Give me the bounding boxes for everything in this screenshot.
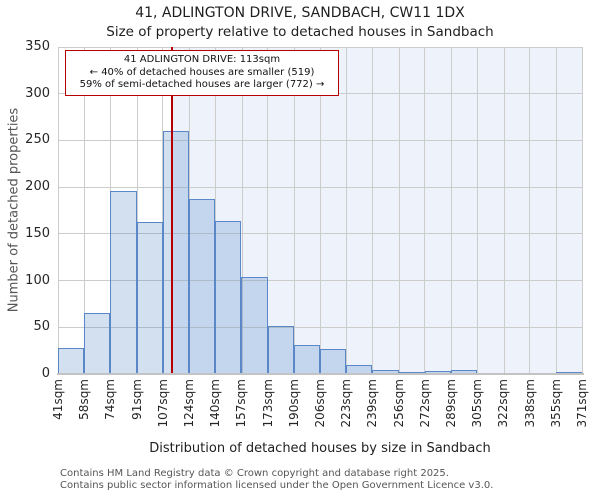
- footer-line-1: Contains HM Land Registry data © Crown c…: [60, 468, 449, 479]
- h-gridline: [58, 139, 582, 141]
- x-tick-label: 256sqm: [391, 379, 406, 428]
- chart-subtitle: Size of property relative to detached ho…: [106, 24, 494, 40]
- histogram-bar: [215, 220, 242, 374]
- x-tick-label: 124sqm: [182, 379, 196, 428]
- x-tick-label: 41sqm: [51, 379, 65, 420]
- x-tick-label: 272sqm: [417, 379, 432, 428]
- histogram-bar: [372, 370, 399, 374]
- v-gridline: [57, 47, 59, 374]
- x-tick-label: 206sqm: [313, 379, 327, 428]
- annotation-line-2: ← 40% of detached houses are smaller (51…: [89, 66, 315, 78]
- y-tick-label: 250: [25, 132, 50, 148]
- v-gridline: [267, 47, 269, 374]
- h-gridline: [58, 280, 582, 282]
- y-tick-label: 50: [33, 319, 50, 335]
- x-tick-label: 322sqm: [496, 379, 511, 428]
- plot-area: [57, 46, 583, 375]
- histogram-bar: [320, 348, 347, 374]
- h-gridline: [58, 186, 582, 188]
- v-gridline: [581, 47, 583, 374]
- histogram-bar: [84, 313, 111, 374]
- annotation-line-1: 41 ADLINGTON DRIVE: 113sqm: [123, 54, 281, 65]
- histogram-bar: [267, 326, 294, 374]
- x-tick-label: 305sqm: [470, 379, 485, 428]
- x-tick-label: 289sqm: [444, 379, 458, 428]
- histogram-bar: [424, 371, 451, 374]
- v-gridline: [476, 47, 478, 374]
- x-axis-label: Distribution of detached houses by size …: [149, 441, 491, 456]
- v-gridline: [424, 47, 426, 374]
- y-tick-label: 200: [25, 179, 50, 195]
- h-gridline: [58, 233, 582, 235]
- x-tick-label: 173sqm: [260, 379, 275, 428]
- histogram-bar: [189, 199, 216, 374]
- x-tick-label: 91sqm: [129, 379, 144, 420]
- v-gridline: [371, 47, 373, 374]
- x-tick-label: 371sqm: [575, 379, 589, 428]
- v-gridline: [451, 47, 453, 374]
- v-gridline: [294, 47, 296, 374]
- v-gridline: [503, 47, 505, 374]
- annotation-line-3: 59% of semi-detached houses are larger (…: [79, 79, 325, 90]
- histogram-bar: [162, 131, 189, 374]
- x-axis-baseline: [57, 373, 584, 375]
- attribution-footer: Contains HM Land Registry data © Crown c…: [60, 468, 493, 491]
- histogram-bar: [346, 364, 373, 374]
- y-tick-label: 0: [41, 366, 50, 381]
- v-gridline: [346, 47, 348, 374]
- x-tick-label: 190sqm: [286, 379, 301, 428]
- y-axis-ticks: 0 50 100 150 200 250 300 350: [0, 39, 50, 381]
- x-tick-label: 239sqm: [365, 379, 380, 428]
- y-tick-label: 150: [25, 225, 50, 241]
- histogram-bar: [293, 345, 320, 374]
- x-tick-label: 355sqm: [548, 379, 563, 428]
- x-tick-label: 74sqm: [103, 379, 118, 420]
- v-gridline: [556, 47, 558, 374]
- histogram-bar: [58, 347, 85, 374]
- x-axis-ticks: 41sqm 58sqm 74sqm 91sqm 107sqm 124sqm 140sqm 15…: [51, 379, 589, 441]
- x-tick-label: 338sqm: [522, 379, 537, 428]
- x-tick-label: 140sqm: [208, 379, 223, 428]
- histogram-bar: [136, 221, 163, 374]
- histogram-bar: [451, 370, 478, 374]
- h-gridline: [58, 46, 582, 48]
- y-tick-label: 350: [25, 39, 50, 54]
- property-size-marker-line: [171, 47, 174, 374]
- v-gridline: [529, 47, 531, 374]
- annotation-box: 41 ADLINGTON DRIVE: 113sqm ← 40% of deta…: [65, 50, 339, 96]
- x-tick-label: 58sqm: [77, 379, 92, 420]
- v-gridline: [319, 47, 321, 374]
- v-gridline: [241, 47, 243, 374]
- x-tick-label: 107sqm: [155, 379, 170, 428]
- v-gridline: [84, 47, 86, 374]
- histogram-bar: [241, 276, 268, 374]
- v-gridline: [214, 47, 216, 374]
- x-tick-label: 157sqm: [234, 379, 249, 428]
- v-gridline: [136, 47, 138, 374]
- v-gridline: [398, 47, 400, 374]
- h-gridline: [58, 326, 582, 328]
- x-tick-label: 223sqm: [339, 379, 354, 428]
- y-tick-label: 100: [25, 272, 50, 288]
- histogram-bar: [110, 190, 137, 374]
- y-tick-label: 300: [25, 85, 50, 101]
- chart-title: 41, ADLINGTON DRIVE, SANDBACH, CW11 1DX: [135, 5, 465, 21]
- footer-line-2: Contains public sector information licen…: [60, 479, 494, 491]
